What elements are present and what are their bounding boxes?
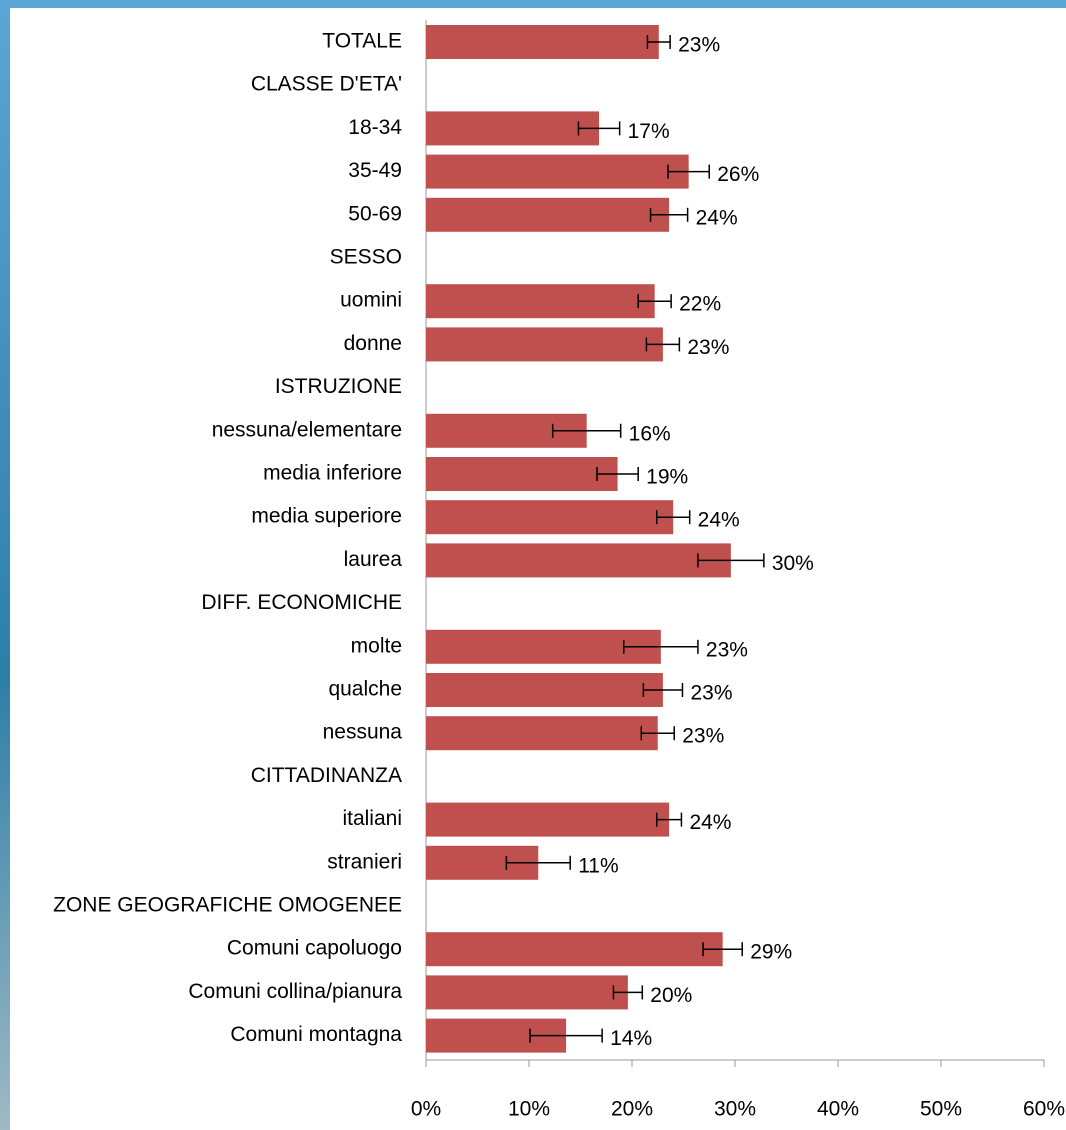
x-tick-label: 20% (611, 1098, 653, 1121)
x-tick-label: 40% (817, 1098, 859, 1121)
bar (426, 932, 723, 967)
category-label: DIFF. ECONOMICHE (201, 591, 402, 614)
data-label: 11% (578, 854, 618, 877)
bar (426, 284, 655, 319)
category-label: uomini (340, 289, 402, 312)
error-bar (642, 683, 684, 697)
data-label: 29% (750, 941, 792, 964)
category-label: italiani (342, 807, 402, 830)
error-bar (645, 337, 681, 352)
error-bar (529, 1028, 603, 1043)
bar (426, 716, 658, 751)
error-bar (702, 942, 743, 957)
data-label: 17% (628, 120, 670, 143)
bar (426, 111, 600, 146)
x-tick-label: 0% (411, 1098, 441, 1121)
error-bar (637, 294, 672, 309)
error-bar (612, 985, 644, 1000)
category-label: laurea (344, 548, 403, 571)
error-bar (577, 121, 621, 136)
category-label: CLASSE D'ETA' (251, 73, 402, 96)
category-label: ISTRUZIONE (275, 375, 402, 398)
category-label: media superiore (251, 505, 402, 528)
error-bar (697, 553, 765, 568)
bar (426, 673, 663, 707)
bar (426, 802, 670, 837)
data-label: 24% (696, 206, 738, 229)
error-bar (551, 423, 622, 438)
data-label: 24% (698, 509, 740, 532)
category-label: nessuna (323, 721, 403, 744)
bar (426, 629, 661, 664)
data-label: 30% (772, 552, 814, 575)
category-label: TOTALE (322, 30, 402, 53)
error-bar (667, 164, 710, 179)
category-label: qualche (328, 678, 402, 701)
data-label: 14% (610, 1027, 652, 1050)
data-label: 26% (717, 163, 759, 186)
category-label: stranieri (327, 850, 402, 873)
error-bar (505, 855, 571, 870)
bar (426, 500, 674, 535)
bar (426, 327, 663, 362)
bar (426, 543, 731, 578)
bar (426, 25, 659, 59)
bar (426, 457, 618, 491)
error-bar (646, 35, 671, 49)
bar (426, 975, 628, 1010)
category-label: Comuni capoluogo (227, 937, 402, 960)
data-label: 22% (679, 293, 721, 316)
category-label: Comuni collina/pianura (188, 980, 402, 1003)
x-tick-label: 60% (1023, 1098, 1065, 1121)
error-bar (649, 207, 689, 222)
data-label: 23% (678, 34, 720, 57)
error-bar (655, 510, 691, 525)
category-label: molte (351, 634, 402, 657)
data-label: 23% (706, 638, 748, 661)
category-label: nessuna/elementare (212, 418, 402, 441)
category-label: CITTADINANZA (251, 764, 402, 787)
data-label: 24% (689, 811, 731, 834)
data-label: 19% (646, 466, 688, 489)
bar (426, 154, 689, 189)
error-bar (623, 639, 699, 654)
data-label: 20% (650, 984, 692, 1007)
error-bar (596, 467, 639, 481)
data-label: 23% (682, 725, 724, 748)
x-tick-label: 30% (714, 1098, 756, 1121)
data-label: 23% (690, 682, 732, 705)
category-label: 50-69 (348, 202, 402, 225)
data-label: 23% (687, 336, 729, 359)
bar (426, 197, 670, 232)
data-label: 16% (629, 422, 671, 445)
error-bar (640, 726, 675, 741)
category-label: 35-49 (348, 159, 402, 182)
category-label: SESSO (330, 246, 402, 269)
category-label: ZONE GEOGRAFICHE OMOGENEE (53, 894, 402, 917)
category-label: Comuni montagna (230, 1023, 402, 1046)
category-label: donne (344, 332, 402, 355)
category-label: 18-34 (348, 116, 402, 139)
category-label: media inferiore (263, 462, 402, 485)
error-bar (655, 812, 683, 827)
x-tick-label: 50% (920, 1098, 962, 1121)
x-tick-label: 10% (508, 1098, 550, 1121)
